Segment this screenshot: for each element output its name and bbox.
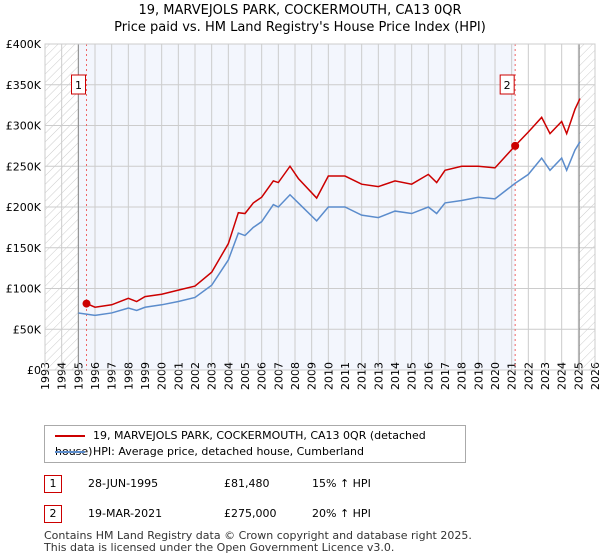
x-tick-label: 2024: [556, 362, 569, 390]
footer: Contains HM Land Registry data © Crown c…: [44, 530, 472, 554]
y-tick-label: £350K: [6, 79, 42, 92]
x-tick-label: 2007: [272, 362, 285, 390]
property-price-line: [86, 98, 581, 309]
legend-swatch-red: [55, 435, 85, 437]
sale-marker-label: 2: [504, 79, 511, 92]
transaction-hpi: 15% ↑ HPI: [312, 477, 371, 490]
y-tick-label: £200K: [6, 201, 42, 214]
x-tick-label: 2004: [222, 362, 235, 390]
y-tick-label: £50K: [13, 323, 42, 336]
legend-label: HPI: Average price, detached house, Cumb…: [93, 445, 365, 458]
transaction-price: £275,000: [224, 507, 277, 520]
x-tick-label: 2000: [156, 362, 169, 390]
x-tick-label: 2020: [489, 362, 502, 390]
y-tick-label: £400K: [6, 38, 42, 51]
x-tick-label: 2003: [206, 362, 219, 390]
x-tick-label: 2021: [506, 362, 519, 390]
x-tick-label: 2012: [356, 362, 369, 390]
x-tick-label: 1993: [39, 362, 52, 390]
transaction-hpi: 20% ↑ HPI: [312, 507, 371, 520]
x-tick-label: 2026: [589, 362, 600, 390]
sale-marker-box: [499, 74, 515, 95]
x-tick-label: 2008: [289, 362, 302, 390]
x-tick-label: 2001: [172, 362, 185, 390]
x-tick-label: 2018: [456, 362, 469, 390]
x-tick-label: 2022: [522, 362, 535, 390]
y-tick-label: £300K: [6, 120, 42, 133]
x-tick-label: 1995: [72, 362, 85, 390]
subtitle-line: Price paid vs. HM Land Registry's House …: [114, 20, 486, 35]
x-tick-label: 2009: [306, 362, 319, 390]
legend-hpi: HPI: Average price, detached house, Cumb…: [55, 444, 364, 460]
y-tick-label: £150K: [6, 242, 42, 255]
x-tick-label: 2002: [189, 362, 202, 390]
transaction-price: £81,480: [224, 477, 270, 490]
legend-swatch-blue: [55, 451, 85, 453]
x-tick-label: 2013: [372, 362, 385, 390]
x-tick-label: 1996: [89, 362, 102, 390]
title-line: 19, MARVEJOLS PARK, COCKERMOUTH, CA13 0Q…: [138, 3, 462, 18]
marker-number: 2: [44, 505, 62, 523]
x-tick-label: 2006: [256, 362, 269, 390]
sale-point: [82, 299, 91, 308]
x-tick-label: 2023: [539, 362, 552, 390]
marker-number: 1: [44, 475, 62, 493]
x-tick-label: 2019: [472, 362, 485, 390]
plot-border: [44, 43, 596, 371]
x-tick-label: 1998: [122, 362, 135, 390]
x-tick-label: 2025: [572, 362, 585, 390]
x-tick-label: 2011: [339, 362, 352, 390]
x-tick-label: 2017: [439, 362, 452, 390]
x-tick-label: 2005: [239, 362, 252, 390]
x-tick-label: 1997: [106, 362, 119, 390]
transaction-date: 19-MAR-2021: [88, 507, 163, 520]
x-tick-label: 2015: [406, 362, 419, 390]
price-chart: 1993 1994 1995 1996 1997 1998 1999 2000 2001 2002…: [6, 38, 600, 390]
sale-point: [511, 141, 520, 150]
x-tick-label: 1994: [56, 362, 69, 390]
hpi-line: [78, 141, 581, 317]
chart-title: 19, MARVEJOLS PARK, COCKERMOUTH, CA13 0Q…: [0, 2, 600, 36]
footer-line: This data is licensed under the Open Gov…: [44, 541, 395, 554]
transaction-date: 28-JUN-1995: [88, 477, 159, 490]
y-tick-label: £100K: [6, 283, 42, 296]
y-tick-label: £250K: [6, 160, 42, 173]
x-tick-label: 2014: [389, 362, 402, 390]
y-tick-label: £0: [27, 364, 41, 377]
sale-marker-box: [71, 74, 86, 95]
sale-marker-label: 1: [75, 79, 82, 92]
x-tick-label: 2016: [422, 362, 435, 390]
legend-property: 19, MARVEJOLS PARK, COCKERMOUTH, CA13 0Q…: [55, 428, 465, 458]
footer-line: Contains HM Land Registry data © Crown c…: [44, 529, 472, 542]
x-tick-label: 2010: [322, 362, 335, 390]
x-tick-label: 1999: [139, 362, 152, 390]
legend: 19, MARVEJOLS PARK, COCKERMOUTH, CA13 0Q…: [44, 425, 466, 463]
